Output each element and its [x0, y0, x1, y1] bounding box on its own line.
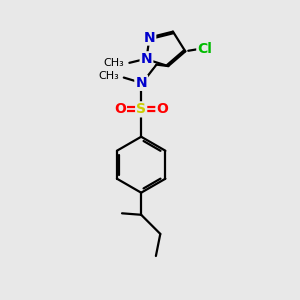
- Text: S: S: [136, 102, 146, 116]
- Text: CH₃: CH₃: [103, 58, 124, 68]
- Text: N: N: [144, 31, 155, 44]
- Text: CH₃: CH₃: [99, 71, 119, 81]
- Text: O: O: [114, 102, 126, 116]
- Text: O: O: [156, 102, 168, 116]
- Text: N: N: [135, 76, 147, 90]
- Text: N: N: [141, 52, 152, 66]
- Text: Cl: Cl: [197, 42, 212, 56]
